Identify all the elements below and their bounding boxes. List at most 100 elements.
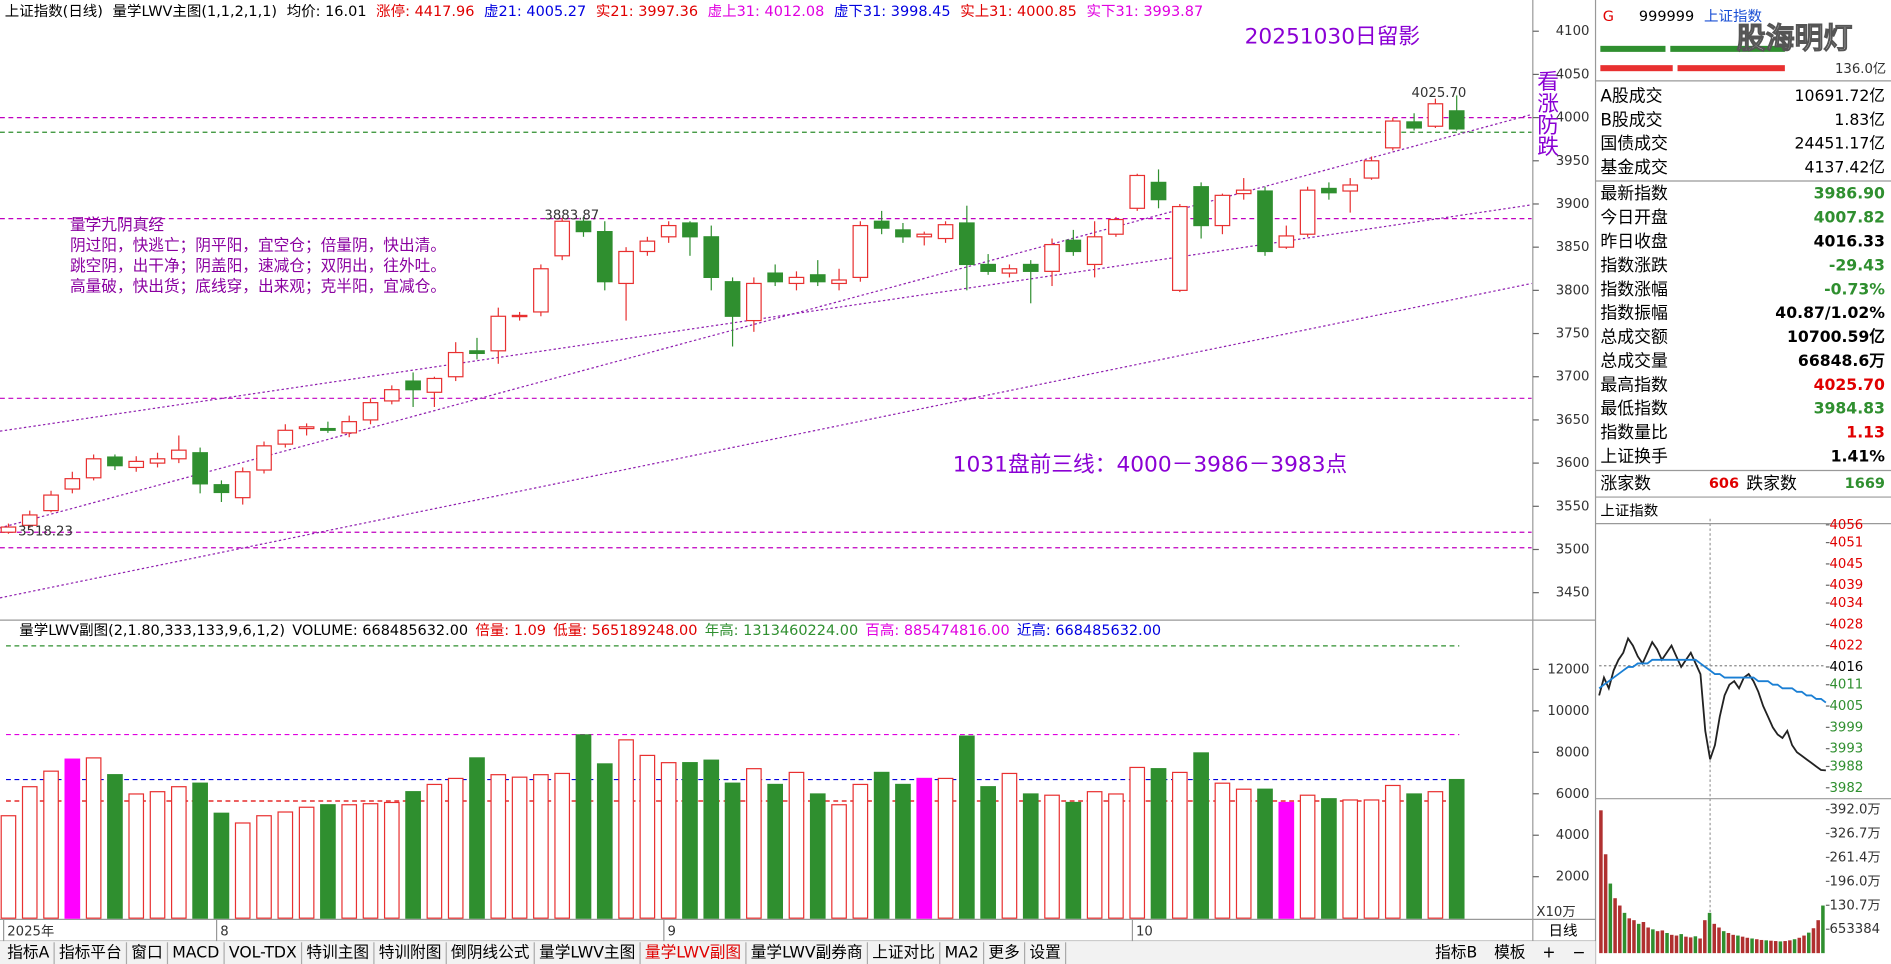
volume-bar [916, 777, 933, 919]
volume-bar [43, 770, 59, 919]
candle-body [0, 526, 17, 533]
toolbar-tab[interactable]: 窗口 [131, 943, 162, 962]
toolbar-tab[interactable]: MA2 [945, 943, 979, 962]
candle-body [724, 281, 741, 317]
y-tick-label: 4000 [1556, 111, 1590, 126]
toolbar-tab[interactable]: 指标A [7, 943, 49, 962]
volume-bar [277, 811, 294, 919]
date-label: 10 [1136, 924, 1153, 939]
intraday-volume-bar [1802, 935, 1806, 954]
y-tick-label: 3999 [1829, 720, 1863, 735]
candle-body [256, 445, 272, 471]
price-label: 3883.87 [544, 208, 599, 223]
y-tick-label: 3982 [1829, 781, 1863, 796]
volume-legend: 低量: 565189248.00 [553, 622, 697, 639]
row-value: 10700.59亿 [1787, 327, 1885, 346]
candle-body [320, 427, 336, 431]
intraday-volume-bar [1821, 905, 1825, 954]
volume-bar [1257, 788, 1273, 919]
candle-body [1363, 160, 1380, 179]
volume-legend: 倍量: 1.09 [475, 622, 546, 639]
period-label: 日线 [1548, 922, 1577, 939]
volume-bar [149, 791, 166, 919]
candle-body [1214, 194, 1231, 227]
intraday-volume-bar [1797, 937, 1802, 954]
toolbar-tab[interactable]: 特训主图 [306, 943, 369, 962]
toolbar-tab[interactable]: 上证对比 [872, 943, 935, 962]
volume-bar [1363, 799, 1380, 919]
toolbar-tab[interactable]: 量学LWV主图 [539, 943, 635, 962]
toolbar-tab[interactable]: 模板 [1494, 943, 1526, 962]
intraday-volume-bar [1740, 936, 1745, 954]
toolbar-tab[interactable]: 特训附图 [379, 943, 442, 962]
volume-bar [1427, 791, 1444, 919]
volume-bar [1299, 794, 1316, 919]
candle-body [767, 272, 784, 283]
candle-body [916, 233, 933, 238]
breadth-bar-down [1600, 65, 1673, 72]
row-label: 今日开盘 [1600, 207, 1668, 227]
y-tick-label: 3700 [1556, 370, 1590, 385]
row-value: 1.83亿 [1834, 110, 1885, 129]
intraday-volume-bar [1717, 927, 1721, 954]
volume-bar [213, 812, 230, 919]
lesson-line: 量学九阴真经 [70, 215, 164, 234]
intraday-volume-bar [1679, 934, 1683, 954]
row-value: 4137.42亿 [1805, 157, 1885, 176]
intraday-volume-bar [1792, 939, 1797, 954]
volume-bar [1044, 794, 1060, 919]
y-tick-label: 4039 [1829, 578, 1863, 593]
y-tick-label: 4051 [1829, 536, 1863, 551]
toolbar-tab[interactable]: 量学LWV副券商 [751, 943, 863, 962]
y-tick-label: 3993 [1829, 742, 1863, 757]
intraday-volume-bar [1670, 934, 1674, 954]
volume-bar [1214, 782, 1231, 919]
toolbar-tab[interactable]: 指标B [1435, 943, 1477, 962]
row-label: 昨日收盘 [1600, 231, 1668, 251]
intraday-volume-bar [1703, 920, 1707, 954]
candle-body [980, 263, 996, 272]
toolbar-tab[interactable]: 更多 [988, 943, 1019, 962]
flag: G [1603, 9, 1614, 25]
volume-bar [980, 786, 996, 919]
candle-body [1257, 190, 1273, 253]
candle-body [1448, 110, 1465, 130]
toolbar-tab[interactable]: 量学LWV副图 [645, 943, 741, 962]
channel-line [0, 113, 1532, 529]
toolbar-tab[interactable]: − [1572, 943, 1585, 962]
toolbar-tab[interactable]: 倒阴线公式 [451, 943, 530, 962]
volume-bar [1193, 752, 1209, 919]
toolbar-tab[interactable]: MACD [172, 943, 219, 962]
candle-body [554, 220, 571, 257]
candle-body [852, 224, 869, 279]
row-value: 4016.33 [1814, 232, 1885, 251]
row-label: 最低指数 [1600, 398, 1668, 418]
row-label: 最高指数 [1600, 374, 1668, 394]
volume-bar [256, 815, 272, 919]
intraday-volume-bar [1693, 936, 1698, 954]
y-tick-label: 3450 [1556, 586, 1590, 601]
breadth-value: 1669 [1845, 476, 1885, 492]
y-tick-label: 3500 [1556, 542, 1590, 557]
intraday-title: 上证指数 [1600, 503, 1658, 520]
volume-bar [554, 772, 571, 919]
row-label: 总成交额 [1600, 327, 1668, 347]
intraday-volume-bar [1806, 932, 1811, 954]
y-tick-label: 4056 [1829, 518, 1863, 533]
volume-bar [1448, 778, 1465, 919]
y-tick-label: 4000 [1556, 828, 1590, 843]
intraday-volume-bar [1778, 941, 1783, 954]
volume-bar [596, 763, 613, 919]
y-tick-label: 3650 [1556, 413, 1590, 428]
intraday-volume-bar [1627, 918, 1632, 954]
toolbar-tab[interactable]: 设置 [1029, 943, 1060, 962]
candle-body [639, 240, 656, 253]
intraday-volume-bar [1773, 941, 1778, 954]
row-value: 10691.72亿 [1795, 86, 1885, 105]
candle-body [149, 458, 166, 464]
row-value: 3984.83 [1814, 399, 1885, 418]
toolbar-tab[interactable]: VOL-TDX [229, 943, 297, 962]
toolbar-tab[interactable]: 指标平台 [59, 943, 122, 962]
toolbar-tab[interactable]: + [1542, 943, 1555, 962]
y-tick-label: 3900 [1556, 197, 1590, 212]
